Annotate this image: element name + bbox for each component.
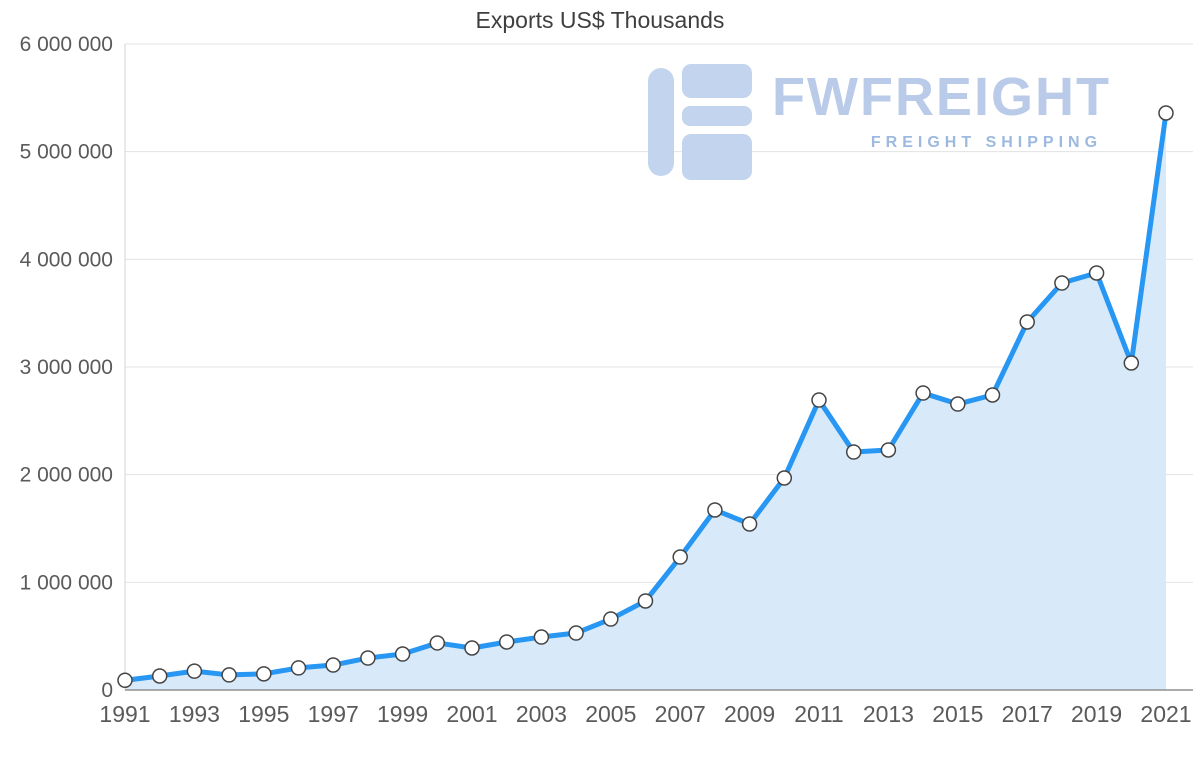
data-point-marker[interactable] [256, 666, 272, 682]
x-tick-label: 1997 [308, 701, 359, 727]
series-markers [117, 105, 1174, 689]
data-point-marker[interactable] [117, 672, 133, 689]
y-tick-label: 5 000 000 [20, 141, 113, 164]
x-tick-label: 2007 [655, 701, 706, 727]
data-point-marker[interactable] [880, 442, 897, 458]
data-point-marker[interactable] [845, 444, 862, 460]
gridlines [125, 43, 1193, 583]
chart-title: Exports US$ Thousands [475, 7, 725, 33]
data-point-marker[interactable] [741, 516, 758, 532]
data-point-marker[interactable] [186, 663, 203, 679]
data-point-marker[interactable] [1088, 265, 1105, 281]
area-path [125, 113, 1166, 690]
x-tick-label: 2021 [1140, 701, 1191, 727]
x-tick-label: 2013 [863, 701, 914, 727]
data-point-marker[interactable] [1158, 105, 1174, 121]
x-tick-label: 2015 [932, 701, 983, 727]
data-point-marker[interactable] [394, 646, 411, 662]
x-tick-label: 1999 [377, 701, 428, 727]
axes [124, 44, 1193, 691]
data-point-marker[interactable] [498, 634, 515, 650]
data-point-marker[interactable] [290, 660, 307, 676]
y-tick-label: 4 000 000 [20, 248, 113, 271]
data-point-marker[interactable] [776, 470, 793, 486]
data-point-marker[interactable] [151, 668, 168, 684]
data-point-marker[interactable] [1123, 355, 1140, 371]
y-tick-label: 6 000 000 [20, 33, 113, 56]
x-tick-label: 1991 [99, 701, 150, 727]
x-tick-label: 1993 [169, 701, 220, 727]
data-point-marker[interactable] [915, 385, 931, 401]
x-tick-label: 2009 [724, 701, 775, 727]
data-point-marker[interactable] [1019, 314, 1035, 330]
data-point-marker[interactable] [221, 667, 237, 683]
data-point-marker[interactable] [672, 549, 688, 565]
data-point-marker[interactable] [707, 502, 723, 518]
x-tick-label: 2017 [1002, 701, 1053, 727]
x-tick-label: 2005 [585, 701, 636, 727]
y-tick-label: 2 000 000 [20, 464, 113, 487]
area-fill [125, 113, 1166, 690]
x-tick-label: 2019 [1071, 701, 1122, 727]
data-point-marker[interactable] [603, 611, 619, 627]
data-point-marker[interactable] [984, 387, 1001, 403]
data-point-marker[interactable] [1054, 275, 1070, 291]
data-point-marker[interactable] [568, 625, 584, 641]
data-point-marker[interactable] [464, 640, 480, 656]
axis-labels: 0 1 000 000 2 000 000 3 000 000 4 000 000 5 0… [20, 33, 1192, 727]
x-tick-label: 2011 [794, 701, 843, 727]
y-tick-label: 1 000 000 [20, 571, 113, 594]
data-point-marker[interactable] [950, 396, 966, 412]
data-point-marker[interactable] [811, 392, 827, 408]
data-point-marker[interactable] [637, 593, 654, 609]
data-point-marker[interactable] [533, 629, 550, 645]
x-tick-label: 2001 [446, 701, 497, 727]
data-point-marker[interactable] [429, 635, 446, 651]
y-tick-label: 0 [101, 679, 113, 702]
data-point-marker[interactable] [360, 650, 376, 666]
x-tick-label: 2003 [516, 701, 567, 727]
y-tick-label: 3 000 000 [20, 356, 113, 379]
x-tick-label: 1995 [238, 701, 289, 727]
data-point-marker[interactable] [325, 657, 341, 673]
